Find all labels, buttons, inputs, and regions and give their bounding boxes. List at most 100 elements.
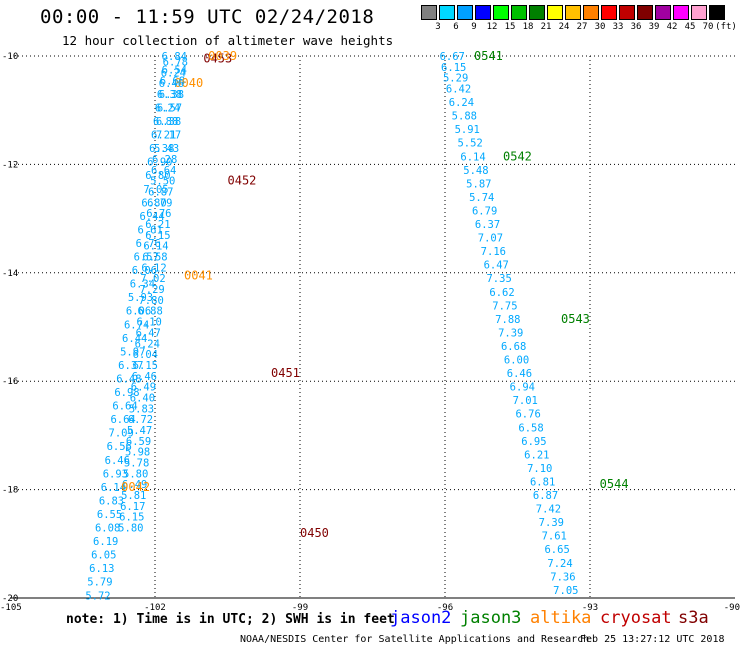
swh-value-label: 5.48 bbox=[463, 165, 488, 177]
color-scale-swatch bbox=[583, 5, 599, 20]
color-scale-label: 45 bbox=[684, 22, 696, 32]
credit-line: NOAA/NESDIS Center for Satellite Applica… bbox=[240, 634, 590, 645]
swh-value-label: 6.65 bbox=[544, 544, 569, 556]
swh-value-label: 6.47 bbox=[484, 260, 509, 272]
swh-value-label: 6.24 bbox=[449, 97, 474, 109]
swh-value-label: 5.93 bbox=[128, 292, 153, 304]
y-tick-label: -14 bbox=[2, 269, 18, 279]
swh-value-label: 6.95 bbox=[521, 436, 546, 448]
swh-value-label: 5.79 bbox=[87, 577, 112, 589]
swh-value-label: 5.87 bbox=[466, 178, 491, 190]
swh-value-label: 7.75 bbox=[492, 300, 517, 312]
swh-value-label: 6.38 bbox=[159, 89, 184, 101]
swh-value-label: 5.74 bbox=[469, 192, 494, 204]
swh-value-label: 7.01 bbox=[513, 395, 538, 407]
swh-value-label: 6.87 bbox=[533, 490, 558, 502]
pass-time-label: 0039 bbox=[208, 49, 237, 63]
swh-value-label: 6.48 bbox=[116, 373, 141, 385]
x-tick-label: -93 bbox=[582, 603, 598, 613]
swh-value-label: 6.24 bbox=[135, 338, 160, 350]
swh-value-label: 6.15 bbox=[441, 62, 466, 74]
swh-value-label: 6.83 bbox=[99, 495, 124, 507]
swh-value-label: 6.88 bbox=[138, 306, 163, 318]
color-scale-swatch bbox=[493, 5, 509, 20]
color-scale-label: 36 bbox=[630, 22, 642, 32]
swh-value-label: 6.06 bbox=[126, 306, 151, 318]
swh-value-label: 7.05 bbox=[553, 585, 578, 597]
color-scale-swatch bbox=[601, 5, 617, 20]
swh-value-label: 6.47 bbox=[136, 327, 161, 339]
generated-timestamp: Feb 25 13:27:12 UTC 2018 bbox=[580, 634, 725, 645]
swh-value-label: 6.38 bbox=[149, 143, 174, 155]
swh-value-label: 6.46 bbox=[159, 78, 184, 90]
swh-value-label: 6.57 bbox=[134, 252, 159, 264]
chart-title: 00:00 - 11:59 UTC 02/24/2018 bbox=[40, 6, 375, 28]
swh-value-label: 7.17 bbox=[156, 130, 181, 142]
color-scale-bar bbox=[421, 5, 727, 20]
swh-value-label: 6.14 bbox=[101, 482, 126, 494]
swh-value-label: 7.39 bbox=[498, 327, 523, 339]
swh-value-label: 6.78 bbox=[163, 56, 188, 68]
color-scale-label: 27 bbox=[576, 22, 588, 32]
swh-value-label: 7.36 bbox=[550, 571, 575, 583]
swh-value-label: 6.49 bbox=[122, 479, 147, 491]
swh-value-label: 6.61 bbox=[138, 224, 163, 236]
color-scale-swatch bbox=[529, 5, 545, 20]
color-scale-label: 3 bbox=[435, 22, 441, 32]
pass-time-label: 0453 bbox=[203, 52, 232, 66]
chart-subtitle: 12 hour collection of altimeter wave hei… bbox=[62, 33, 394, 48]
swh-value-label: 5.50 bbox=[150, 176, 175, 188]
swh-value-label: 6.14 bbox=[143, 241, 168, 253]
swh-value-label: 7.05 bbox=[143, 184, 168, 196]
color-scale-swatch bbox=[421, 5, 437, 20]
swh-value-label: 6.21 bbox=[151, 130, 176, 142]
swh-value-label: 6.44 bbox=[122, 333, 147, 345]
swh-value-label: 6.15 bbox=[145, 230, 170, 242]
color-scale-label: 21 bbox=[540, 22, 552, 32]
swh-value-label: 7.88 bbox=[495, 314, 520, 326]
swh-value-label: 6.38 bbox=[156, 116, 181, 128]
color-scale-label: 15 bbox=[504, 22, 516, 32]
color-scale-swatch bbox=[439, 5, 455, 20]
swh-value-label: 6.98 bbox=[114, 387, 139, 399]
legend-entry-altika: altika bbox=[530, 608, 592, 628]
swh-value-label: 6.28 bbox=[152, 154, 177, 166]
swh-value-label: 6.04 bbox=[133, 349, 158, 361]
swh-value-label: 6.58 bbox=[142, 252, 167, 264]
swh-value-label: 6.80 bbox=[145, 170, 170, 182]
color-scale-swatch bbox=[709, 5, 725, 20]
swh-value-label: 6.10 bbox=[137, 317, 162, 329]
swh-value-label: 6.24 bbox=[161, 67, 186, 79]
swh-value-label: 6.84 bbox=[162, 51, 187, 63]
swh-value-label: 6.68 bbox=[501, 341, 526, 353]
swh-value-label: 7.16 bbox=[481, 246, 506, 258]
color-scale-swatch bbox=[637, 5, 653, 20]
swh-value-label: 5.80 bbox=[118, 523, 143, 535]
swh-value-label: 5.83 bbox=[129, 403, 154, 415]
swh-value-label: 5.78 bbox=[124, 458, 149, 470]
y-tick-label: -20 bbox=[2, 594, 18, 604]
swh-value-label: 6.64 bbox=[151, 165, 176, 177]
swh-value-label: 6.00 bbox=[504, 355, 529, 367]
swh-value-label: 6.14 bbox=[460, 151, 485, 163]
swh-value-label: 7.35 bbox=[486, 273, 511, 285]
swh-value-label: 5.80 bbox=[123, 468, 148, 480]
swh-value-label: 6.19 bbox=[93, 536, 118, 548]
swh-value-label: 6.64 bbox=[110, 414, 135, 426]
swh-value-label: 7.29 bbox=[139, 284, 164, 296]
swh-value-label: 6.79 bbox=[472, 205, 497, 217]
swh-value-label: 5.52 bbox=[457, 138, 482, 150]
swh-value-label: 7.07 bbox=[478, 233, 503, 245]
x-tick-label: -102 bbox=[144, 603, 166, 613]
pass-time-label: 0041 bbox=[184, 269, 213, 283]
legend-entry-cryosat: cryosat bbox=[600, 608, 672, 628]
color-scale-label: 70 bbox=[702, 22, 714, 32]
swh-value-label: 6.44 bbox=[139, 211, 164, 223]
swh-value-label: 6.80 bbox=[141, 197, 166, 209]
swh-value-label: 6.34 bbox=[130, 279, 155, 291]
swh-value-label: 6.05 bbox=[91, 550, 116, 562]
swh-value-label: 7.39 bbox=[539, 517, 564, 529]
swh-value-label: 7.61 bbox=[542, 531, 567, 543]
swh-value-label: 6.37 bbox=[118, 360, 143, 372]
